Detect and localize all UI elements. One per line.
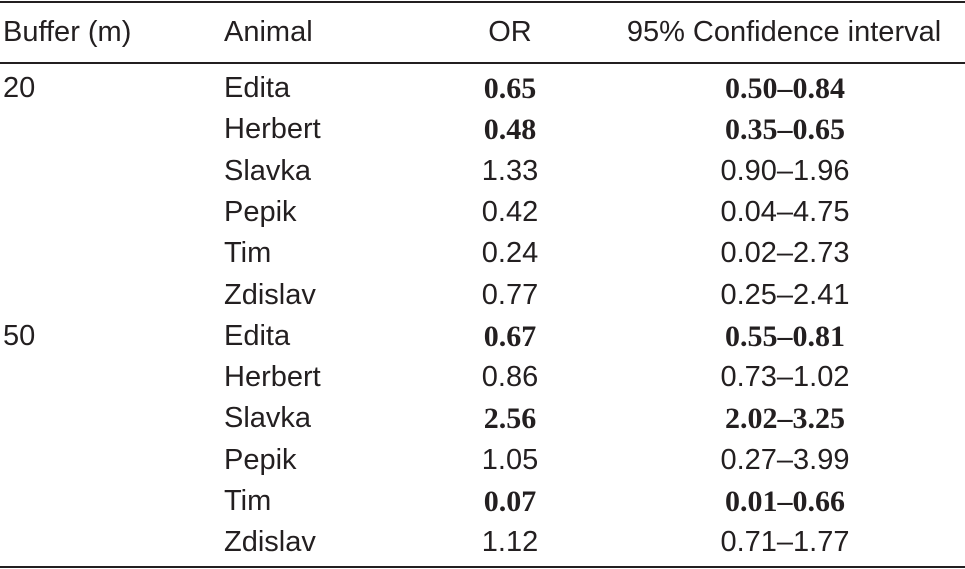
table-row: Slavka 2.56 2.02–3.25 <box>0 398 965 439</box>
table-row: 50 Edita 0.67 0.55–0.81 <box>0 316 965 357</box>
table-row: 20 Edita 0.65 0.50–0.84 <box>0 68 965 109</box>
cell-or: 0.86 <box>481 361 539 394</box>
cell-confidence-interval: 0.27–3.99 <box>720 443 850 476</box>
cell-animal: Slavka <box>224 402 312 435</box>
cell-confidence-interval: 0.71–1.77 <box>720 526 850 559</box>
cell-animal: Pepik <box>224 443 297 476</box>
table-header-row: Buffer (m) Animal OR 95% Confidence inte… <box>0 12 965 53</box>
cell-confidence-interval: 2.02–3.25 <box>725 402 845 436</box>
cell-confidence-interval: 0.25–2.41 <box>720 278 850 311</box>
cell-or: 1.12 <box>481 526 539 559</box>
table-row: Slavka 1.33 0.90–1.96 <box>0 151 965 192</box>
cell-buffer: 20 <box>3 72 36 104</box>
cell-confidence-interval: 0.50–0.84 <box>725 72 845 105</box>
cell-confidence-interval: 0.04–4.75 <box>720 195 850 228</box>
cell-animal: Tim <box>224 237 272 270</box>
table-row: Pepik 0.42 0.04–4.75 <box>0 192 965 233</box>
cell-or: 0.67 <box>483 319 537 353</box>
table-row: Herbert 0.48 0.35–0.65 <box>0 109 965 150</box>
cell-confidence-interval: 0.55–0.81 <box>725 319 845 353</box>
table-header-rule <box>0 62 965 64</box>
cell-confidence-interval: 0.35–0.65 <box>725 113 845 147</box>
table-row: Herbert 0.86 0.73–1.02 <box>0 357 965 398</box>
table-bottom-rule <box>0 566 965 568</box>
header-animal: Animal <box>224 16 313 48</box>
cell-animal: Zdislav <box>224 526 316 559</box>
table-row: Zdislav 0.77 0.25–2.41 <box>0 275 965 316</box>
cell-or: 0.77 <box>481 278 539 311</box>
cell-buffer: 50 <box>3 319 36 352</box>
cell-or: 0.07 <box>483 485 537 518</box>
cell-animal: Zdislav <box>224 278 316 311</box>
cell-animal: Pepik <box>224 195 297 228</box>
header-buffer: Buffer (m) <box>3 16 132 48</box>
cell-or: 0.42 <box>481 195 539 228</box>
table-row: Pepik 1.05 0.27–3.99 <box>0 440 965 481</box>
cell-animal: Herbert <box>224 361 321 394</box>
cell-animal: Tim <box>224 485 272 517</box>
header-confidence-interval: 95% Confidence interval <box>626 16 942 48</box>
table-row: Tim 0.24 0.02–2.73 <box>0 233 965 274</box>
header-or: OR <box>488 16 532 48</box>
table-top-rule <box>0 1 965 3</box>
cell-confidence-interval: 0.01–0.66 <box>725 485 845 518</box>
cell-animal: Herbert <box>224 113 321 146</box>
cell-animal: Edita <box>224 72 291 104</box>
cell-animal: Slavka <box>224 154 312 187</box>
cell-confidence-interval: 0.90–1.96 <box>720 154 850 187</box>
cell-confidence-interval: 0.73–1.02 <box>720 361 850 394</box>
cell-or: 1.33 <box>481 154 539 187</box>
cell-or: 0.24 <box>481 237 539 270</box>
cell-confidence-interval: 0.02–2.73 <box>720 237 850 270</box>
table-row: Tim 0.07 0.01–0.66 <box>0 481 965 522</box>
cell-or: 0.48 <box>483 113 537 147</box>
table-row: Zdislav 1.12 0.71–1.77 <box>0 522 965 563</box>
cell-or: 1.05 <box>481 443 539 476</box>
cell-or: 2.56 <box>483 402 537 436</box>
cell-or: 0.65 <box>483 72 537 105</box>
cell-animal: Edita <box>224 319 291 352</box>
